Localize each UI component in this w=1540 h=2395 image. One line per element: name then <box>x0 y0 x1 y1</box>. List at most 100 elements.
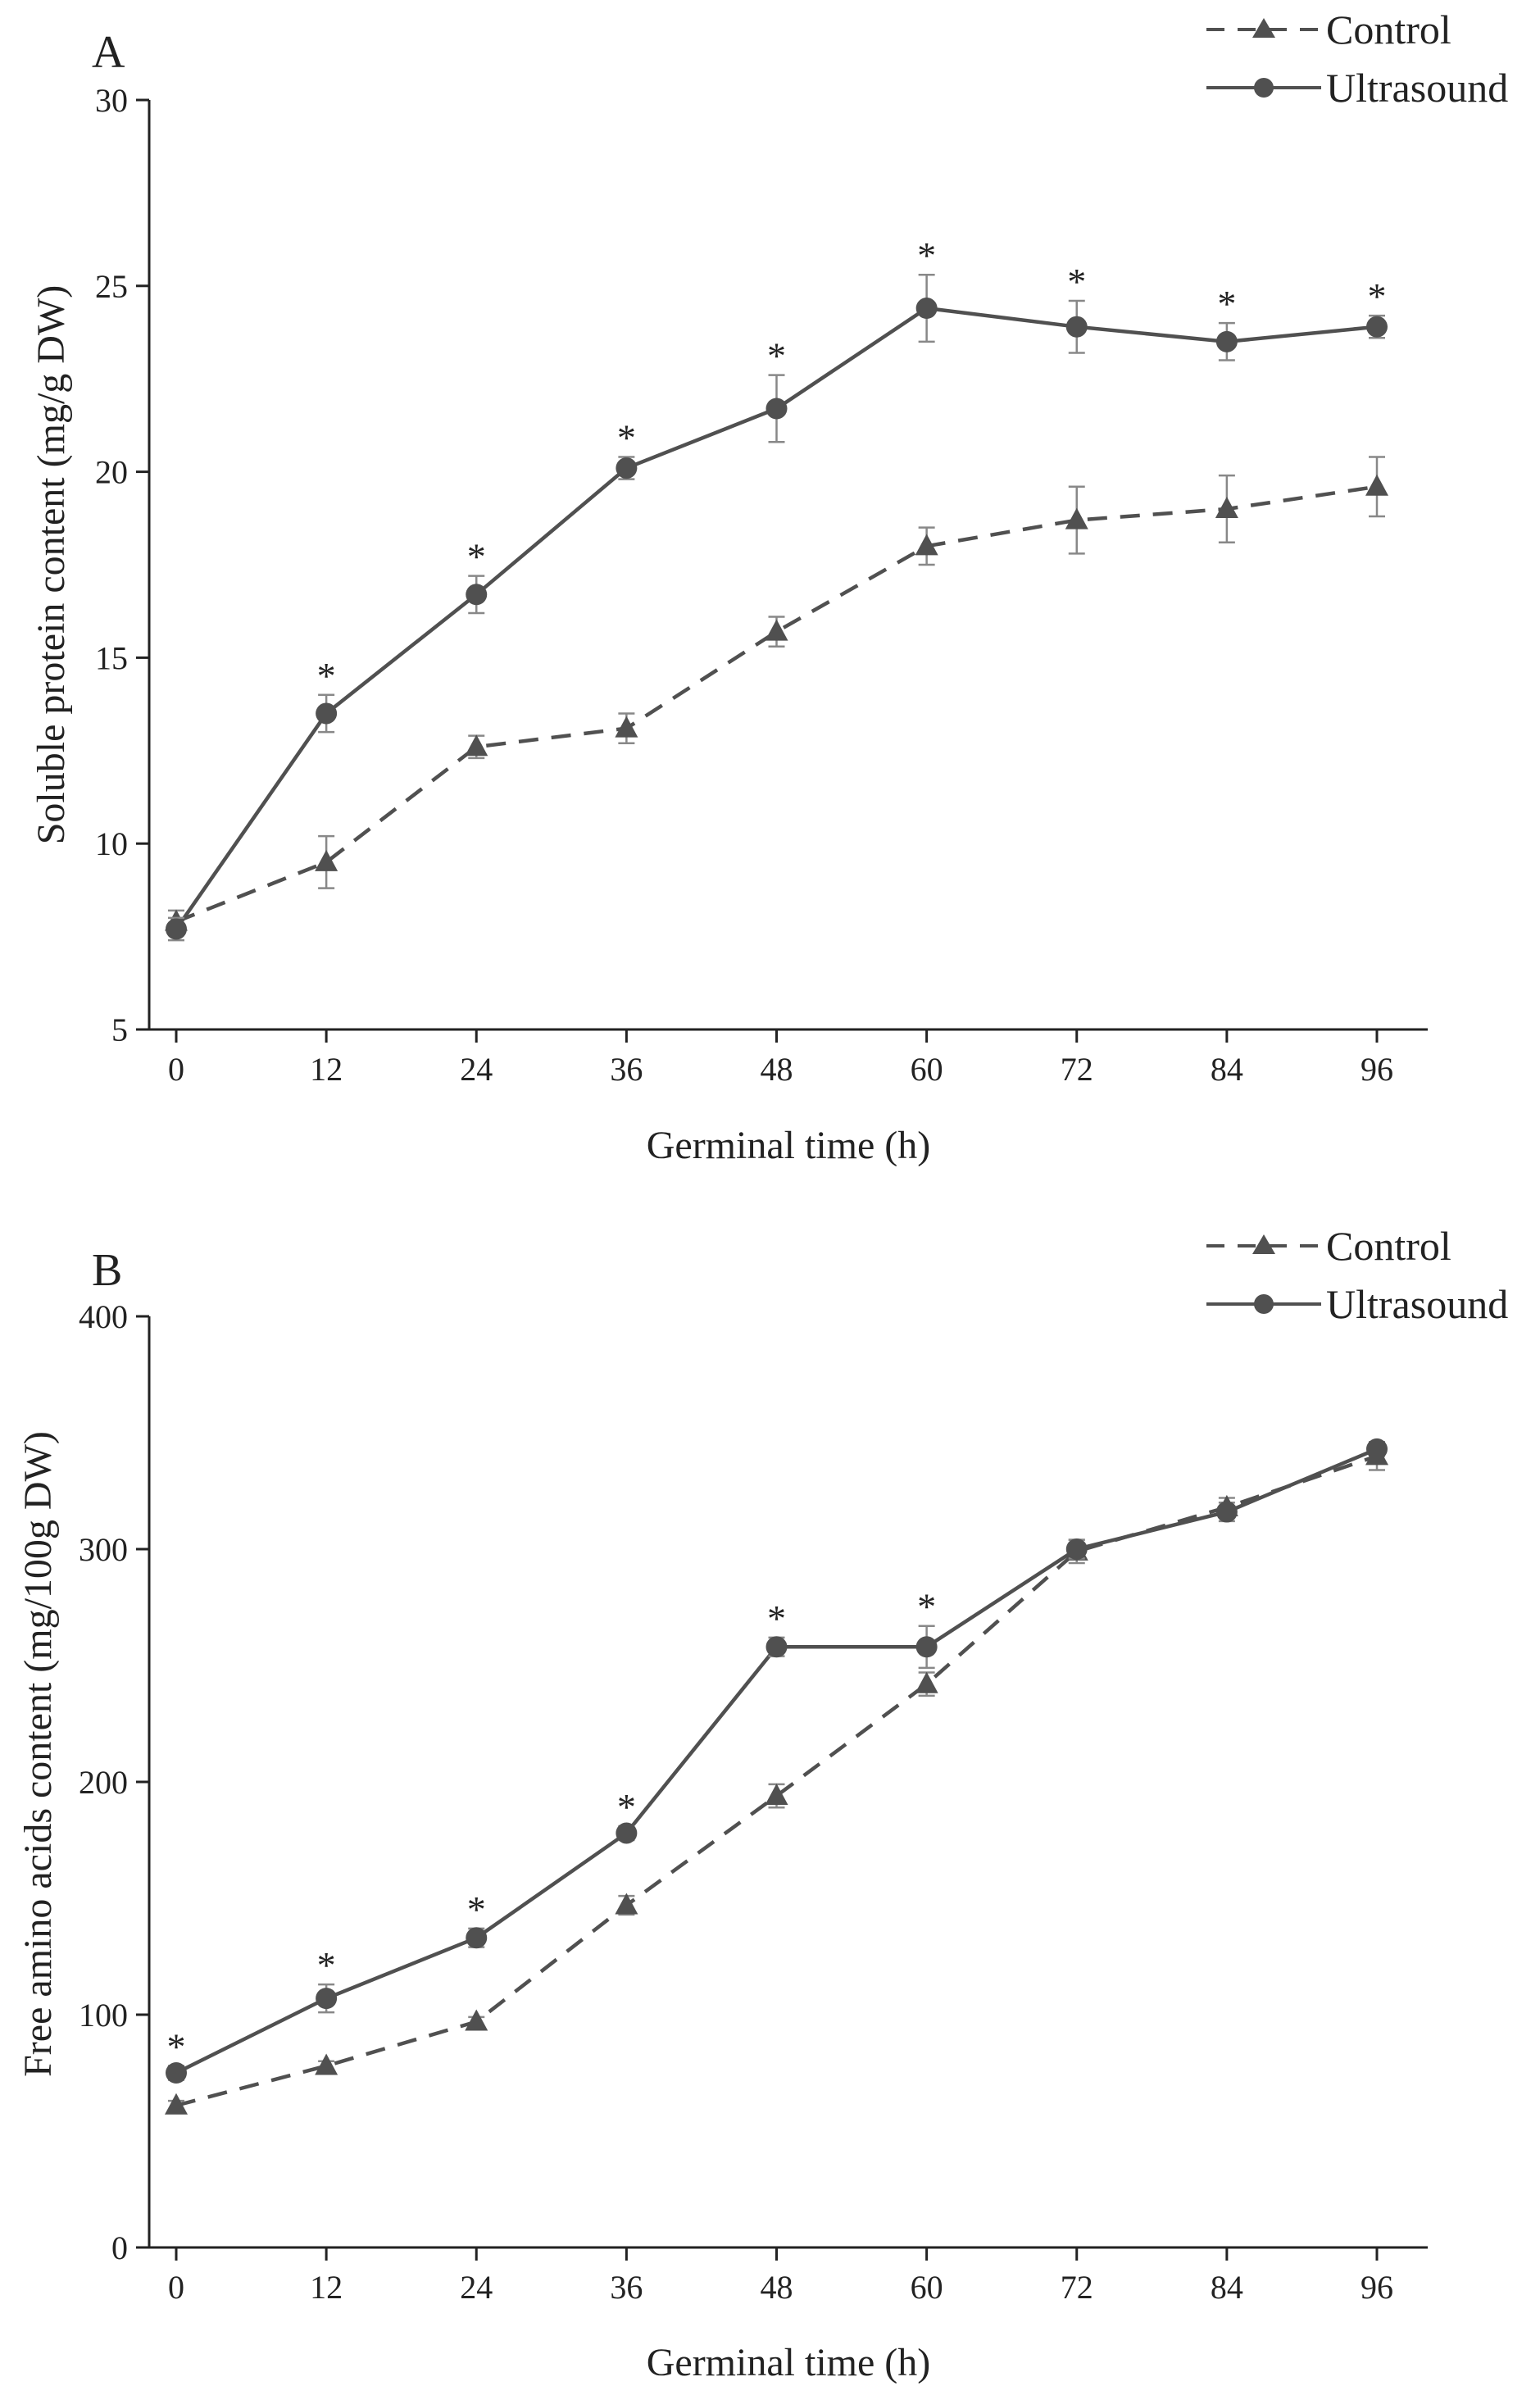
data-point-ultrasound <box>915 298 938 320</box>
x-tick-label: 12 <box>310 2269 343 2306</box>
legend-a-ultrasound-marker <box>1254 78 1274 98</box>
chart-panel-b: B 0 100 200 300 400 0 12 24 36 48 60 72 84 96 Germin… <box>16 1223 1508 2384</box>
data-point-ultrasound <box>1366 1438 1388 1460</box>
significance-marker: * <box>317 655 336 697</box>
y-tick-label: 200 <box>79 1764 128 1801</box>
x-tick-label: 48 <box>761 2269 793 2306</box>
legend-b-ultrasound-marker <box>1254 1294 1274 1314</box>
x-tick-label: 48 <box>761 1051 793 1088</box>
x-tick-label: 24 <box>460 1051 493 1088</box>
y-tick-label: 0 <box>111 2229 128 2266</box>
significance-marker: * <box>617 1786 636 1828</box>
legend-a-control-label: Control <box>1326 7 1451 52</box>
panel-a-y-ticks: 5 10 15 20 25 30 <box>95 82 149 1048</box>
legend-b-control-label: Control <box>1326 1223 1451 1269</box>
data-point-ultrasound <box>1065 316 1088 338</box>
data-point-control <box>165 2093 188 2115</box>
x-tick-label: 72 <box>1061 2269 1093 2306</box>
panel-label-b: B <box>92 1245 122 1296</box>
legend-a-control-marker <box>1252 18 1275 38</box>
data-point-control <box>615 716 638 738</box>
panel-b-y-axis-title: Free amino acids content (mg/100g DW) <box>16 1431 60 2077</box>
significance-marker: * <box>317 1944 336 1986</box>
panel-a-plot-area: * * * * * * * * <box>165 234 1388 942</box>
panel-b-y-ticks: 0 100 200 300 400 <box>79 1298 149 2266</box>
panel-b-x-ticks: 0 12 24 36 48 60 72 84 96 <box>168 2247 1393 2306</box>
x-tick-label: 24 <box>460 2269 493 2306</box>
legend-b-ultrasound-label: Ultrasound <box>1326 1281 1508 1327</box>
x-tick-label: 96 <box>1361 2269 1393 2306</box>
data-point-control <box>315 849 338 871</box>
data-point-ultrasound <box>316 1988 338 2010</box>
significance-marker: * <box>917 234 936 276</box>
data-point-ultrasound <box>1065 1538 1088 1560</box>
x-tick-label: 84 <box>1211 2269 1243 2306</box>
significance-marker: * <box>767 335 786 377</box>
panel-b-plot-area: * * * * * * <box>165 1438 1388 2115</box>
y-tick-label: 10 <box>95 825 128 862</box>
significance-marker: * <box>1368 275 1387 317</box>
data-point-ultrasound <box>466 584 488 606</box>
y-tick-label: 400 <box>79 1298 128 1335</box>
y-tick-label: 25 <box>95 268 128 305</box>
data-point-ultrasound <box>166 2062 187 2084</box>
y-tick-label: 300 <box>79 1531 128 1568</box>
series-line-control <box>175 484 1378 924</box>
chart-panel-a: A 5 10 15 20 25 30 0 12 24 36 48 60 72 84 96 Germinal… <box>30 7 1508 1167</box>
x-tick-label: 12 <box>310 1051 343 1088</box>
data-point-control <box>1215 496 1238 518</box>
data-point-control <box>765 1784 788 1806</box>
data-point-ultrasound <box>466 1927 488 1949</box>
panel-b-legend: Control Ultrasound <box>1206 1223 1508 1327</box>
significance-marker: * <box>767 1597 786 1639</box>
legend-a-ultrasound-label: Ultrasound <box>1326 65 1508 111</box>
y-tick-label: 30 <box>95 82 128 119</box>
significance-marker: * <box>167 2025 186 2067</box>
data-point-ultrasound <box>616 1822 638 1844</box>
x-tick-label: 60 <box>911 2269 943 2306</box>
panel-a-x-ticks: 0 12 24 36 48 60 72 84 96 <box>168 1029 1393 1088</box>
panel-a-y-axis-title: Soluble protein content (mg/g DW) <box>30 285 73 845</box>
data-point-control <box>615 1893 638 1915</box>
data-point-control <box>315 2053 338 2075</box>
y-tick-label: 15 <box>95 639 128 676</box>
x-tick-label: 36 <box>610 1051 643 1088</box>
data-point-control <box>465 734 488 757</box>
significance-marker: * <box>1067 261 1086 302</box>
significance-marker: * <box>1217 283 1236 325</box>
x-tick-label: 60 <box>911 1051 943 1088</box>
x-tick-label: 0 <box>168 2269 184 2306</box>
data-point-ultrasound <box>915 1636 938 1658</box>
data-point-ultrasound <box>166 918 187 940</box>
x-tick-label: 84 <box>1211 1051 1243 1088</box>
data-point-control <box>1365 474 1388 496</box>
significance-marker: * <box>467 536 486 578</box>
data-point-control <box>1065 507 1088 529</box>
x-tick-label: 96 <box>1361 1051 1393 1088</box>
legend-b-control-marker <box>1252 1234 1275 1254</box>
data-point-ultrasound <box>1366 316 1388 338</box>
data-point-ultrasound <box>765 398 788 420</box>
data-point-control <box>915 534 938 556</box>
data-point-ultrasound <box>765 1636 788 1658</box>
x-tick-label: 72 <box>1061 1051 1093 1088</box>
data-point-control <box>765 619 788 641</box>
y-tick-label: 20 <box>95 454 128 491</box>
series-line-control <box>175 1454 1378 2107</box>
significance-marker: * <box>617 416 636 458</box>
data-point-control <box>465 2009 488 2031</box>
data-point-ultrasound <box>616 457 638 479</box>
series-line-ultrasound <box>175 1447 1378 2075</box>
data-point-ultrasound <box>1215 330 1238 352</box>
y-tick-label: 100 <box>79 1997 128 2034</box>
x-tick-label: 36 <box>610 2269 643 2306</box>
x-tick-label: 0 <box>168 1051 184 1088</box>
panel-a-legend: Control Ultrasound <box>1206 7 1508 111</box>
data-point-control <box>915 1671 938 1693</box>
significance-marker: * <box>467 1888 486 1930</box>
significance-marker: * <box>917 1586 936 1628</box>
data-point-ultrasound <box>1215 1501 1238 1523</box>
panel-label-a: A <box>92 27 125 78</box>
panel-a-x-axis-title: Germinal time (h) <box>647 1124 931 1167</box>
